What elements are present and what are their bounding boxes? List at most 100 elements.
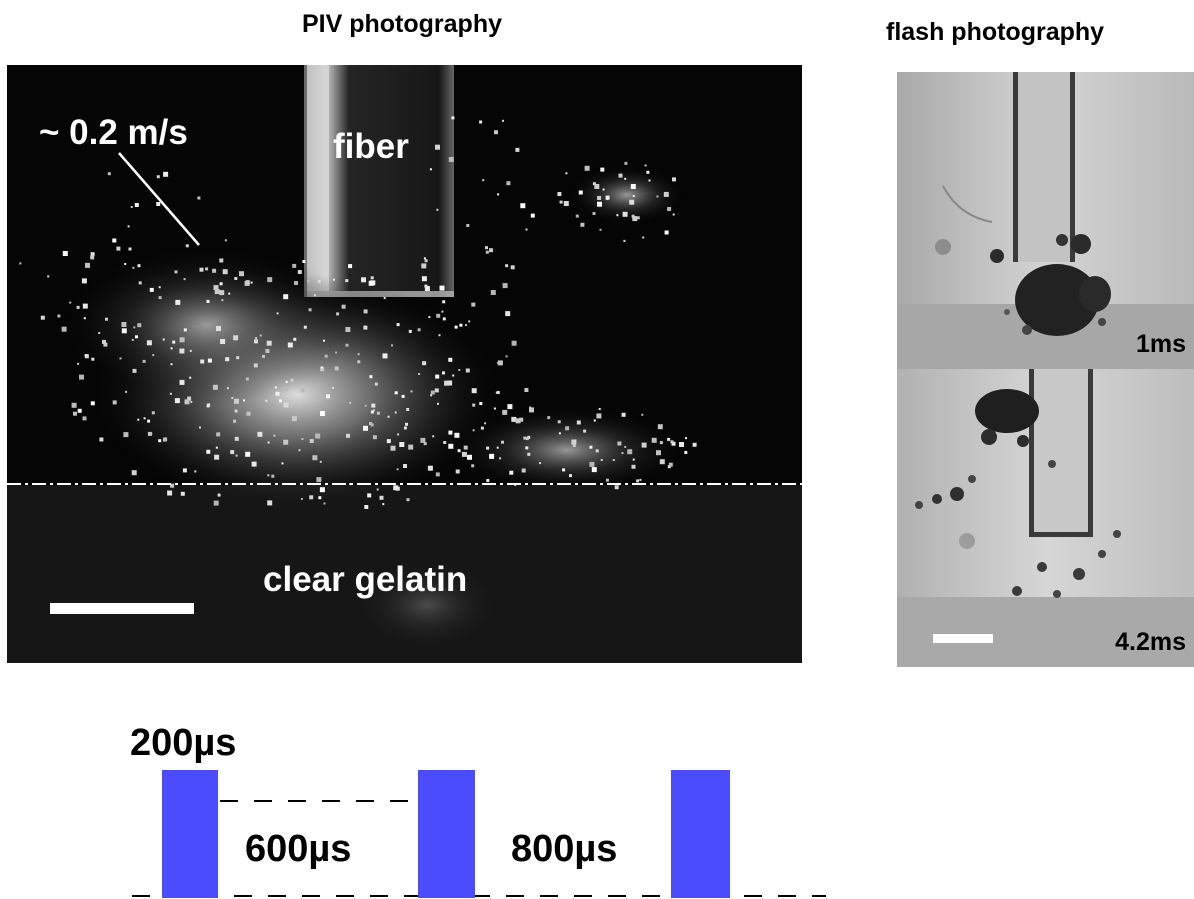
particle-speck [292, 263, 297, 268]
particle-speck [266, 340, 272, 346]
particle-speck [308, 308, 312, 312]
particle-speck [317, 396, 323, 402]
particle-speck [495, 391, 498, 394]
particle-speck [429, 168, 432, 171]
particle-speck [490, 290, 496, 295]
particle-speck [169, 392, 172, 395]
particle-speck [300, 497, 303, 500]
particle-speck [397, 433, 400, 436]
particle-speck [123, 432, 129, 438]
gap-2-label: 800µs [511, 828, 618, 870]
particle-speck [367, 493, 372, 498]
particle-speck [228, 292, 231, 295]
particle-speck [659, 459, 665, 465]
particle-speck [430, 394, 433, 397]
particle-speck [523, 436, 527, 440]
particle-speck [455, 469, 460, 474]
particle-speck [121, 328, 127, 334]
particle-speck [170, 347, 173, 350]
particle-speck [486, 446, 490, 450]
particle-speck [316, 477, 322, 483]
particle-speck [212, 268, 217, 273]
particle-speck [430, 390, 435, 395]
particle-speck [562, 468, 566, 472]
particle-speck [262, 354, 265, 358]
particle-speck [73, 411, 77, 416]
particle-speck [82, 303, 88, 309]
particle-speck [632, 458, 635, 461]
particle-speck [569, 474, 572, 478]
particle-speck [496, 446, 499, 449]
particle-speck [333, 278, 335, 281]
particle-speck [163, 171, 169, 177]
particle-speck [131, 470, 137, 476]
particle-speck [91, 357, 95, 361]
particle-speck [641, 413, 644, 416]
particle-speck [684, 451, 688, 454]
particle-speck [189, 376, 192, 379]
particle-speck [396, 323, 400, 327]
particle-speck [614, 485, 619, 490]
particle-speck [283, 402, 289, 408]
particle-speck [502, 119, 504, 122]
particle-speck [348, 264, 353, 269]
particle-speck [505, 264, 509, 268]
particle-speck [336, 312, 340, 316]
particle-speck [463, 445, 468, 450]
particle-speck [565, 172, 568, 175]
particle-speck [189, 349, 192, 352]
particle-speck [479, 402, 483, 405]
particle-speck [307, 280, 310, 283]
particle-speck [636, 216, 640, 220]
particle-speck [345, 327, 351, 332]
particle-speck [515, 418, 521, 424]
particle-speck [422, 361, 427, 366]
particle-speck [617, 441, 622, 446]
particle-speck [274, 386, 277, 389]
particle-speck [672, 177, 676, 182]
particle-speck [214, 289, 220, 295]
particle-speck [297, 270, 302, 274]
particle-speck [452, 374, 455, 377]
particle-speck [399, 442, 405, 447]
particle-speck [357, 360, 361, 364]
particle-speck [578, 190, 583, 195]
particle-speck [128, 247, 132, 251]
particle-speck [571, 439, 577, 445]
particle-speck [84, 354, 88, 357]
particle-speck [622, 211, 628, 217]
particle-speck [382, 353, 388, 359]
flash-image-4-2ms-drawing [897, 369, 1194, 667]
particle-speck [657, 424, 663, 430]
particle-speck [627, 449, 633, 455]
particle-speck [396, 468, 399, 471]
pulse-2 [418, 770, 475, 898]
particle-speck [319, 460, 322, 463]
particle-speck [520, 203, 526, 209]
particle-speck [401, 394, 405, 398]
particle-speck [257, 431, 263, 437]
particle-speck [105, 317, 108, 321]
particle-speck [670, 440, 674, 444]
particle-speck [576, 420, 581, 425]
particle-speck [216, 432, 221, 437]
particle-speck [206, 449, 211, 454]
particle-speck [213, 500, 219, 506]
particle-speck [134, 203, 139, 207]
particle-speck [143, 417, 146, 420]
particle-speck [408, 444, 414, 450]
flash-image-4-2ms: 4.2ms [897, 369, 1194, 667]
particle-speck [368, 280, 374, 286]
particle-speck [659, 441, 663, 445]
particle-speck [621, 412, 626, 417]
particle-speck [363, 309, 368, 314]
particle-speck [594, 184, 600, 189]
particle-speck [605, 195, 610, 200]
particle-speck [461, 451, 467, 457]
particle-speck [116, 246, 121, 251]
particle-speck [300, 388, 305, 393]
particle-speck [423, 442, 427, 446]
particle-speck [156, 175, 160, 179]
particle-speck [346, 433, 350, 438]
particle-speck [83, 317, 86, 320]
